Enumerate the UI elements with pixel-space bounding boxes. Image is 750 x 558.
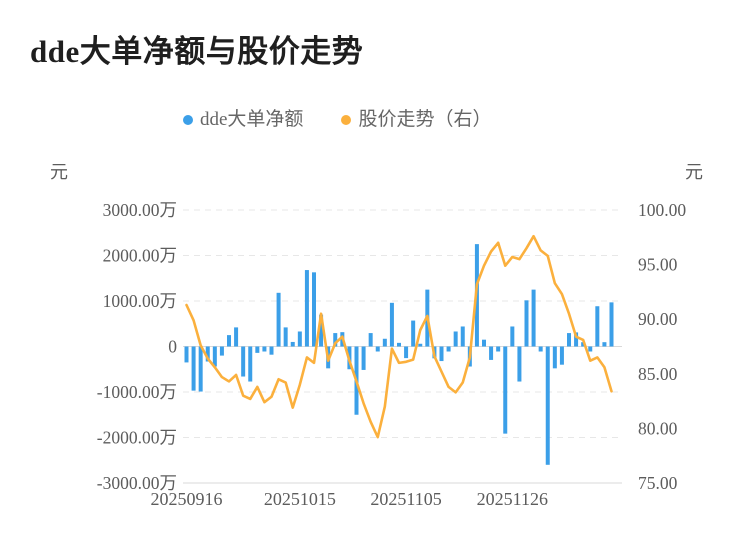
bar-dde-net-amount bbox=[290, 341, 295, 347]
bar-dde-net-amount bbox=[382, 338, 387, 347]
bar-dde-net-amount bbox=[496, 346, 501, 352]
right-axis-tick-label: 100.00 bbox=[638, 200, 686, 220]
bar-dde-net-amount bbox=[482, 339, 486, 347]
bar-dde-net-amount bbox=[389, 302, 394, 347]
legend-item-dde-net-amount[interactable]: dde大单净额 bbox=[183, 110, 303, 129]
x-axis-tick-label: 20251015 bbox=[264, 489, 336, 509]
bar-dde-net-amount bbox=[411, 320, 416, 347]
bar-dde-net-amount bbox=[297, 331, 302, 347]
x-axis-tick-label: 20250916 bbox=[151, 489, 223, 509]
legend-marker-icon bbox=[183, 114, 193, 125]
bar-dde-net-amount bbox=[368, 333, 373, 347]
right-axis-tick-label: 80.00 bbox=[638, 418, 678, 438]
left-axis-tick-label: 0 bbox=[168, 337, 177, 357]
bar-dde-net-amount bbox=[198, 346, 203, 392]
bar-dde-net-amount bbox=[517, 346, 522, 382]
bar-dde-net-amount bbox=[262, 346, 267, 352]
bar-dde-net-amount bbox=[205, 346, 210, 362]
right-axis-tick-label: 85.00 bbox=[638, 364, 678, 384]
bar-dde-net-amount bbox=[191, 346, 196, 391]
bar-dde-net-amount bbox=[276, 292, 281, 347]
bar-dde-net-amount bbox=[538, 346, 543, 352]
left-axis-tick-label: 3000.00万 bbox=[103, 200, 177, 220]
bar-dde-net-amount bbox=[531, 289, 536, 347]
left-axis-tick-label: 1000.00万 bbox=[103, 291, 177, 311]
bar-dde-net-amount bbox=[602, 342, 607, 347]
legend: dde大单净额 股价走势（右） bbox=[183, 110, 491, 129]
bar-dde-net-amount bbox=[524, 300, 529, 347]
legend-item-stock-price[interactable]: 股价走势（右） bbox=[341, 110, 491, 129]
bar-dde-net-amount bbox=[418, 343, 423, 347]
left-axis-tick-label: 2000.00万 bbox=[103, 246, 177, 266]
bar-dde-net-amount bbox=[460, 326, 465, 347]
stock-price-line bbox=[185, 234, 613, 439]
bar-dde-net-amount bbox=[312, 272, 316, 347]
left-axis-tick-label: -2000.00万 bbox=[97, 428, 177, 448]
right-axis-tick-label: 95.00 bbox=[638, 255, 678, 275]
bar-dde-net-amount bbox=[397, 342, 401, 347]
bar-dde-net-amount bbox=[588, 346, 593, 352]
bar-dde-net-amount bbox=[595, 306, 600, 347]
bar-dde-net-amount bbox=[446, 346, 451, 352]
bar-dde-net-amount bbox=[574, 332, 579, 347]
legend-label: 股价走势（右） bbox=[358, 109, 492, 130]
bar-dde-net-amount bbox=[304, 270, 309, 347]
bar-dde-net-amount bbox=[439, 346, 444, 362]
bar-dde-net-amount bbox=[453, 331, 458, 347]
bar-dde-net-amount bbox=[227, 335, 231, 347]
left-axis-unit-label: 元 bbox=[50, 162, 68, 182]
left-axis-tick-label: -3000.00万 bbox=[97, 473, 177, 493]
legend-marker-icon bbox=[341, 114, 352, 125]
bar-dde-net-amount bbox=[269, 346, 274, 355]
bar-dde-net-amount bbox=[184, 346, 189, 363]
bar-dde-net-amount bbox=[510, 326, 515, 347]
bar-dde-net-amount bbox=[545, 346, 550, 465]
bar-dde-net-amount bbox=[319, 314, 324, 347]
bar-dde-net-amount bbox=[489, 346, 494, 360]
left-axis-tick-label: -1000.00万 bbox=[97, 382, 177, 402]
bar-dde-net-amount bbox=[219, 346, 224, 356]
bar-dde-net-amount bbox=[283, 327, 288, 347]
bar-dde-net-amount bbox=[404, 346, 409, 359]
bar-dde-net-amount bbox=[581, 342, 586, 347]
right-axis-tick-label: 75.00 bbox=[638, 473, 678, 493]
right-axis-unit-label: 元 bbox=[685, 162, 703, 182]
legend-label: dde大单净额 bbox=[200, 109, 304, 130]
chart-title: dde大单净额与股价走势 bbox=[30, 34, 364, 69]
bar-dde-net-amount bbox=[241, 346, 246, 377]
bar-dde-net-amount bbox=[567, 333, 571, 347]
x-axis-tick-label: 20251105 bbox=[370, 489, 441, 509]
bar-dde-net-amount bbox=[552, 346, 557, 369]
bar-dde-net-amount bbox=[375, 346, 380, 352]
bar-dde-net-amount bbox=[234, 327, 239, 347]
bar-dde-net-amount bbox=[255, 346, 260, 353]
bar-dde-net-amount bbox=[248, 346, 253, 382]
bar-dde-net-amount bbox=[333, 333, 338, 347]
x-axis-tick-label: 20251126 bbox=[477, 489, 548, 509]
bar-dde-net-amount bbox=[503, 346, 508, 434]
bar-dde-net-amount bbox=[609, 302, 614, 347]
bar-dde-net-amount bbox=[361, 346, 366, 370]
bar-dde-net-amount bbox=[559, 346, 564, 365]
right-axis-tick-label: 90.00 bbox=[638, 309, 678, 329]
bar-dde-net-amount bbox=[212, 346, 217, 367]
